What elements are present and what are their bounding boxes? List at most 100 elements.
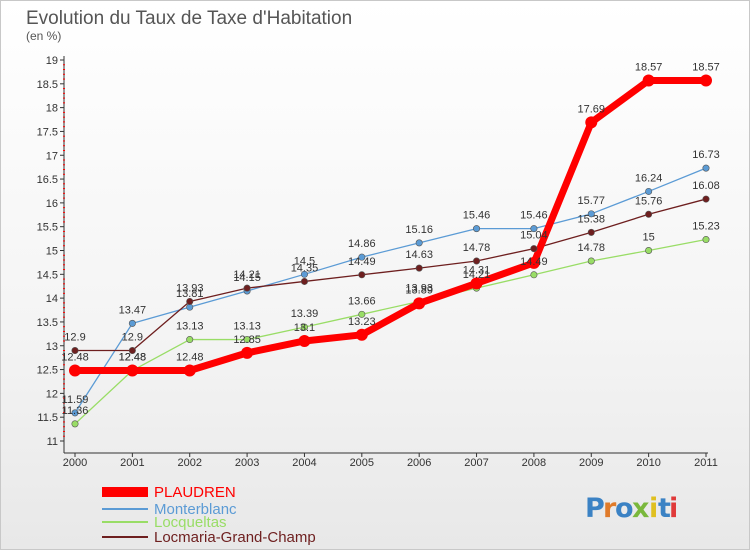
y-minor-tick [63, 88, 65, 90]
x-tick-label: 2011 [694, 457, 718, 469]
data-label: 11.36 [62, 405, 89, 417]
data-point [587, 257, 595, 265]
data-label: 16.08 [692, 180, 720, 192]
data-point [587, 228, 595, 236]
data-point [358, 310, 366, 318]
y-minor-tick [63, 411, 65, 413]
logo-letter: r [603, 493, 617, 524]
series-line-plaudren [71, 76, 710, 375]
data-label: 16.24 [635, 172, 663, 184]
y-minor-tick [63, 102, 65, 104]
data-label: 14.78 [463, 242, 491, 254]
logo-letter: o [615, 493, 634, 524]
data-point [128, 347, 136, 355]
y-minor-tick [63, 407, 65, 409]
y-minor-tick [63, 169, 65, 171]
data-label: 14.49 [520, 256, 548, 268]
y-minor-tick [63, 73, 65, 75]
data-point [358, 253, 366, 261]
data-label: 15.23 [692, 221, 720, 233]
data-point [358, 271, 366, 279]
y-minor-tick [63, 435, 65, 437]
y-minor-tick [63, 173, 65, 175]
data-point [587, 210, 595, 218]
y-minor-tick [63, 378, 65, 380]
data-label: 13.23 [348, 316, 376, 328]
data-label: 14.78 [578, 242, 606, 254]
data-point [126, 364, 139, 377]
data-point [186, 336, 194, 344]
x-tick-label: 2005 [350, 457, 374, 469]
data-point [585, 116, 598, 129]
y-minor-tick [63, 159, 65, 161]
series-line-monterblanc [74, 167, 707, 414]
data-label: 15.16 [405, 224, 433, 236]
data-label: 18.57 [635, 61, 663, 73]
x-tick-label: 2003 [235, 457, 259, 469]
data-label: 13.47 [119, 304, 147, 316]
y-tick-label: 18 [46, 103, 58, 115]
y-tick-label: 19 [46, 55, 58, 67]
data-point [355, 328, 368, 341]
logo-letter: x [632, 493, 649, 524]
data-label: 14.31 [463, 264, 491, 276]
y-minor-tick [63, 302, 65, 304]
legend-label: Locmaria-Grand-Champ [154, 529, 316, 546]
data-label: 12.48 [119, 352, 147, 364]
y-minor-tick [63, 383, 65, 385]
y-minor-tick [63, 97, 65, 99]
data-point [530, 225, 538, 233]
y-tick-label: 16 [46, 198, 58, 210]
y-minor-tick [63, 207, 65, 209]
y-minor-tick [63, 330, 65, 332]
data-label: 15.77 [578, 195, 606, 207]
y-minor-tick [63, 326, 65, 328]
axes: 11 11.5 12 12.5 13 13.5 14 14.5 15 15.5 16 16.5 17 17… [37, 55, 718, 469]
data-point [645, 247, 653, 255]
data-labels: 12.48 12.48 12.4812.8513.113.2313.8914.311… [61, 61, 720, 416]
y-minor-tick [63, 111, 65, 113]
data-point [530, 245, 538, 253]
data-point [186, 297, 194, 305]
y-tick-label: 11.5 [37, 412, 58, 424]
series-points [69, 74, 712, 428]
legend: PLAUDRENMonterblancLocqueltasLocmaria-Gr… [102, 484, 316, 546]
y-minor-tick [63, 359, 65, 361]
data-point [702, 195, 710, 203]
y-minor-tick [63, 235, 65, 237]
y-minor-tick [63, 292, 65, 294]
y-minor-tick [63, 350, 65, 352]
data-label: 12.85 [233, 334, 261, 346]
data-point [530, 271, 538, 279]
series-line-locqueltas [74, 238, 707, 425]
y-minor-tick [63, 240, 65, 242]
data-point [700, 74, 712, 87]
y-minor-tick [63, 340, 65, 342]
data-label: 15.76 [635, 195, 663, 207]
data-point [243, 284, 251, 292]
y-minor-tick [63, 288, 65, 290]
y-minor-tick [63, 69, 65, 71]
y-tick-label: 15 [46, 246, 58, 258]
data-point [473, 225, 481, 233]
y-minor-tick [63, 192, 65, 194]
y-minor-tick [63, 116, 65, 118]
y-tick-label: 17.5 [37, 126, 58, 138]
data-point [645, 187, 653, 195]
x-tick-label: 2000 [63, 457, 87, 469]
data-label: 15.04 [520, 230, 548, 242]
legend-label: Locqueltas [154, 514, 227, 531]
data-point [415, 264, 423, 272]
y-minor-tick [63, 126, 65, 128]
data-point [300, 277, 308, 285]
y-minor-tick [63, 430, 65, 432]
x-tick-label: 2010 [636, 457, 660, 469]
y-minor-tick [63, 64, 65, 66]
data-point [473, 257, 481, 265]
data-label: 13.81 [176, 288, 204, 300]
data-point [470, 277, 483, 290]
data-point [128, 319, 136, 327]
data-point [300, 270, 308, 278]
